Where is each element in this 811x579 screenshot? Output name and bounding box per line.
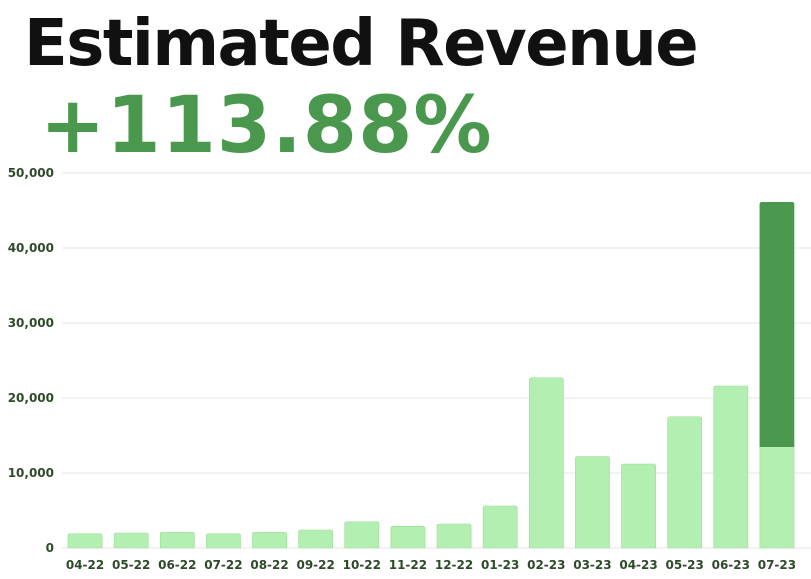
y-tick-label: 0 — [46, 541, 54, 555]
bar-actual-07-23 — [759, 446, 795, 549]
bar-actual-06-23 — [713, 385, 749, 549]
bar-actual-02-23 — [528, 377, 564, 549]
bar-actual-09-22 — [298, 529, 334, 549]
bar-actual-05-22 — [113, 532, 149, 549]
y-axis-ticks: 0 10,000 20,000 30,000 40,000 50,000 — [8, 166, 54, 555]
x-tick-label: 03-23 — [573, 558, 611, 572]
x-tick-label: 07-23 — [758, 558, 796, 572]
x-tick-label: 04-23 — [619, 558, 657, 572]
x-tick-label: 01-23 — [481, 558, 519, 572]
x-tick-label: 02-23 — [527, 558, 565, 572]
bar-actual-11-22 — [390, 525, 426, 549]
y-tick-label: 40,000 — [8, 241, 54, 255]
bar-actual-12-22 — [436, 523, 472, 549]
bar-actual-05-23 — [667, 416, 703, 549]
bar-actual-10-22 — [344, 521, 380, 549]
x-tick-label: 08-22 — [250, 558, 288, 572]
bar-actual-04-22 — [67, 533, 103, 549]
x-tick-label: 07-22 — [204, 558, 242, 572]
x-tick-label: 10-22 — [343, 558, 381, 572]
y-tick-label: 10,000 — [8, 466, 54, 480]
x-tick-label: 12-22 — [435, 558, 473, 572]
x-tick-label: 05-23 — [665, 558, 703, 572]
x-tick-label: 06-23 — [712, 558, 750, 572]
chart-title: Estimated Revenue — [24, 7, 699, 81]
bars — [67, 201, 795, 549]
x-axis-ticks: 04-22 05-22 06-22 07-22 08-22 09-22 10-22 11-22… — [66, 558, 796, 572]
bar-actual-07-22 — [206, 533, 241, 549]
x-tick-label: 09-22 — [296, 558, 334, 572]
bar-actual-04-23 — [621, 463, 656, 549]
y-tick-label: 50,000 — [8, 166, 54, 180]
bar-actual-01-23 — [482, 505, 518, 549]
bar-actual-03-23 — [575, 456, 610, 549]
growth-percentage: +113.88% — [40, 81, 493, 171]
x-tick-label: 11-22 — [389, 558, 427, 572]
x-tick-label: 04-22 — [66, 558, 104, 572]
y-tick-label: 30,000 — [8, 316, 54, 330]
bar-actual-08-22 — [252, 531, 287, 549]
x-tick-label: 06-22 — [158, 558, 196, 572]
bar-estimated-07-23 — [759, 201, 795, 448]
y-tick-label: 20,000 — [8, 391, 54, 405]
bar-actual-06-22 — [159, 531, 195, 549]
x-tick-label: 05-22 — [112, 558, 150, 572]
